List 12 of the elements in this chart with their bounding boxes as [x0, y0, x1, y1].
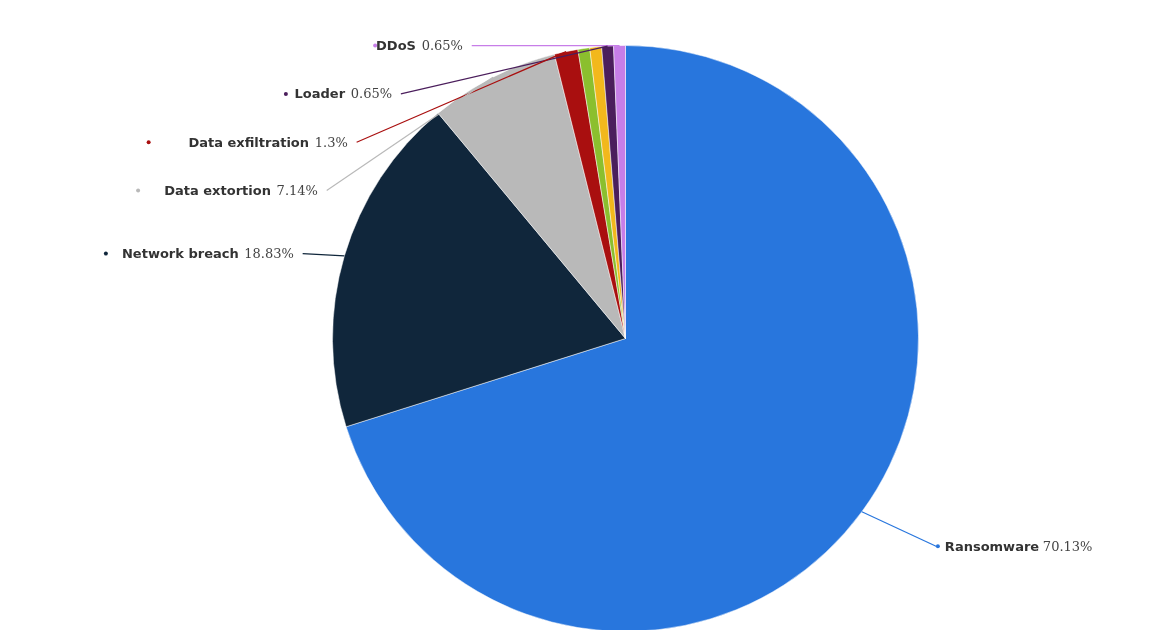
data-label: 7.14%	[276, 183, 318, 199]
data-label: 70.13%	[1042, 538, 1093, 554]
data-label: 1.3%	[314, 134, 348, 150]
slice-label: DDoS	[376, 38, 416, 54]
data-label: 18.83%	[244, 246, 294, 262]
slice-label: Network breach	[121, 246, 239, 262]
data-label: 0.65%	[350, 86, 393, 102]
data-label: 0.65%	[421, 38, 463, 54]
slice-label: Loader	[294, 86, 346, 102]
slice-label: Ransomware	[944, 538, 1040, 554]
slice-label: Data exfiltration	[188, 134, 310, 150]
slice-label: Data extortion	[164, 183, 271, 199]
